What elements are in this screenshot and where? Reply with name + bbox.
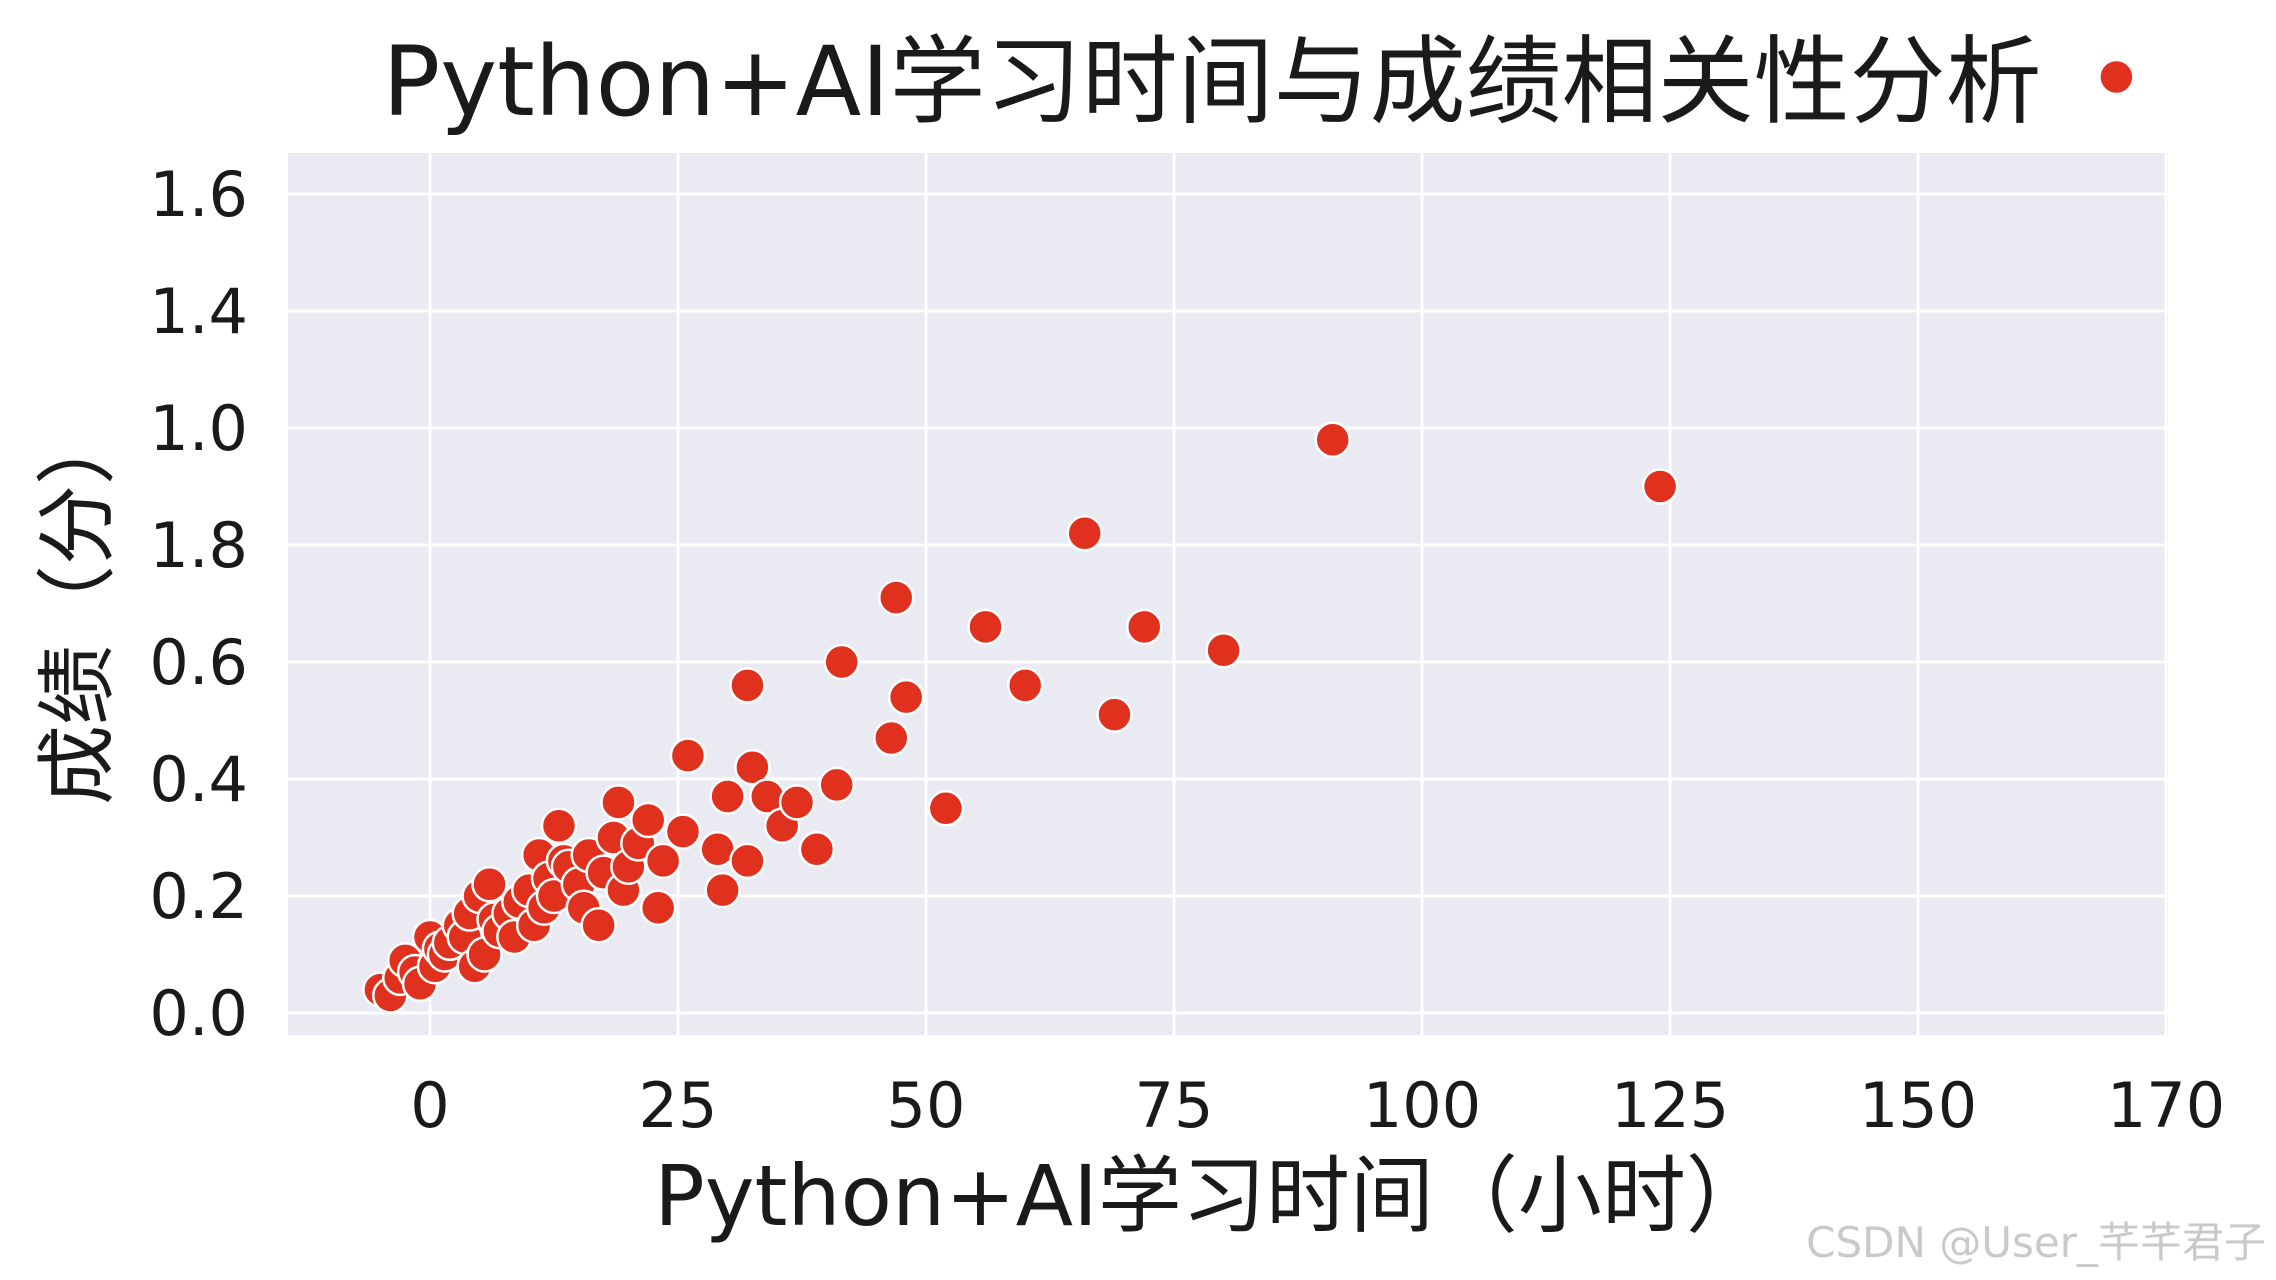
data-point [2098, 58, 2135, 96]
data-point [967, 608, 1004, 646]
data-point [600, 784, 637, 821]
data-points [362, 58, 2135, 1014]
y-tick-labels: 0.0 0.2 0.4 0.6 1.8 1.0 1.4 1.6 [149, 158, 248, 1050]
data-point [471, 866, 508, 903]
data-point [704, 871, 741, 909]
chart-title: Python+AI学习时间与成绩相关性分析 [382, 26, 2041, 138]
data-point [639, 889, 677, 926]
data-point [778, 784, 816, 821]
y-tick-label: 1.6 [149, 158, 248, 231]
x-tick-label: 75 [1135, 1069, 1214, 1142]
data-point [798, 830, 836, 868]
watermark: CSDN @User_芊芊君子 [1806, 1218, 2266, 1267]
data-point [664, 813, 702, 850]
y-tick-label: 1.8 [149, 509, 248, 582]
data-point [540, 807, 578, 845]
data-point [1314, 421, 1351, 458]
data-point [734, 749, 771, 786]
y-tick-label: 0.2 [149, 860, 248, 933]
data-point [823, 643, 860, 681]
data-point [709, 778, 746, 815]
data-point [729, 842, 766, 880]
data-point [580, 907, 617, 944]
x-axis-label: Python+AI学习时间（小时） [654, 1147, 1770, 1245]
data-point [1066, 515, 1103, 552]
data-point [729, 667, 766, 704]
x-tick-label: 125 [1611, 1069, 1729, 1142]
y-axis-label: 成绩（分） [31, 405, 124, 805]
data-point [1006, 667, 1044, 704]
data-point [1125, 608, 1163, 646]
x-tick-label: 170 [2107, 1069, 2225, 1142]
grid-lines [288, 153, 2168, 1035]
y-tick-label: 0.0 [149, 977, 248, 1050]
data-point [873, 719, 910, 757]
data-point [1205, 632, 1242, 669]
x-tick-label: 100 [1363, 1069, 1481, 1142]
y-tick-label: 1.0 [149, 392, 248, 465]
y-tick-label: 0.4 [149, 743, 248, 816]
x-tick-label: 150 [1859, 1069, 1977, 1142]
x-tick-label: 0 [410, 1069, 449, 1142]
x-tick-labels: 0 25 50 75 100 125 150 170 [410, 1069, 2225, 1142]
data-point [877, 579, 915, 616]
data-point [644, 842, 682, 880]
data-point [1641, 468, 1679, 505]
data-point [629, 801, 667, 839]
data-point [887, 678, 925, 716]
data-point [1096, 696, 1133, 733]
data-point [927, 790, 965, 827]
data-point [669, 737, 707, 774]
y-tick-label: 0.6 [149, 626, 248, 699]
data-point [818, 766, 855, 804]
x-tick-label: 50 [887, 1069, 966, 1142]
x-tick-label: 25 [639, 1069, 718, 1142]
y-tick-label: 1.4 [149, 275, 248, 348]
